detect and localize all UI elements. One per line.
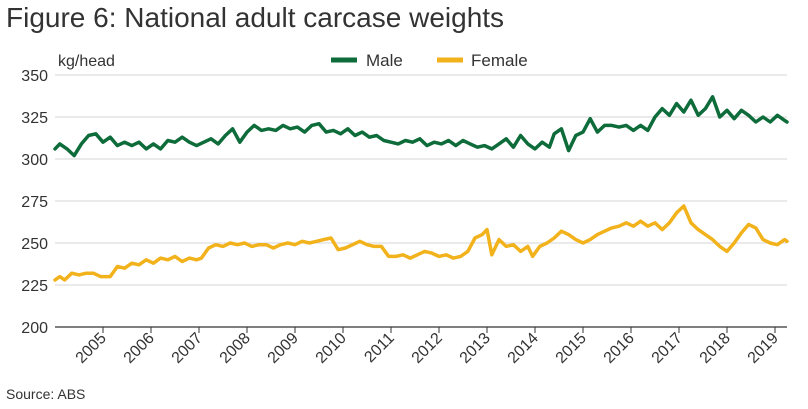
y-tick-label: 250 bbox=[21, 236, 48, 253]
x-tick-label: 2013 bbox=[457, 330, 494, 367]
x-tick-label: 2017 bbox=[649, 330, 686, 367]
series-line-female bbox=[53, 204, 789, 282]
x-tick-label: 2012 bbox=[409, 330, 446, 367]
x-tick-label: 2009 bbox=[265, 330, 302, 367]
source-note: Source: ABS bbox=[6, 386, 86, 402]
x-tick-labels: 2005 2006 2007 2008 2009 2010 2011 2012 2013 2014… bbox=[73, 327, 782, 367]
gridlines bbox=[55, 74, 787, 286]
x-tick-label: 2019 bbox=[745, 330, 782, 367]
x-tick-label: 2007 bbox=[169, 330, 206, 367]
y-axis-label: kg/head bbox=[58, 53, 115, 70]
x-tick-label: 2014 bbox=[505, 330, 542, 367]
y-tick-label: 275 bbox=[21, 194, 48, 211]
y-tick-label: 350 bbox=[21, 68, 48, 85]
series-line-male bbox=[53, 95, 789, 158]
x-tick-label: 2016 bbox=[601, 330, 638, 367]
x-tick-label: 2005 bbox=[73, 330, 110, 367]
y-tick-label: 325 bbox=[21, 110, 48, 127]
x-tick-label: 2015 bbox=[553, 330, 590, 367]
x-tick-label: 2008 bbox=[217, 330, 254, 367]
x-tick-label: 2011 bbox=[361, 330, 397, 366]
y-tick-label: 200 bbox=[21, 320, 48, 337]
legend-label-male: Male bbox=[366, 51, 403, 70]
legend: Male Female bbox=[331, 51, 528, 70]
y-tick-label: 225 bbox=[21, 278, 48, 295]
chart-title: Figure 6: National adult carcase weights bbox=[6, 2, 505, 33]
x-tick-label: 2006 bbox=[121, 330, 158, 367]
x-tick-label: 2018 bbox=[697, 330, 734, 367]
legend-label-female: Female bbox=[471, 51, 528, 70]
y-tick-labels: 200 225 250 275 300 325 350 bbox=[21, 68, 48, 337]
x-tick-label: 2010 bbox=[313, 330, 350, 367]
series-lines bbox=[53, 95, 789, 282]
y-tick-label: 300 bbox=[21, 152, 48, 169]
